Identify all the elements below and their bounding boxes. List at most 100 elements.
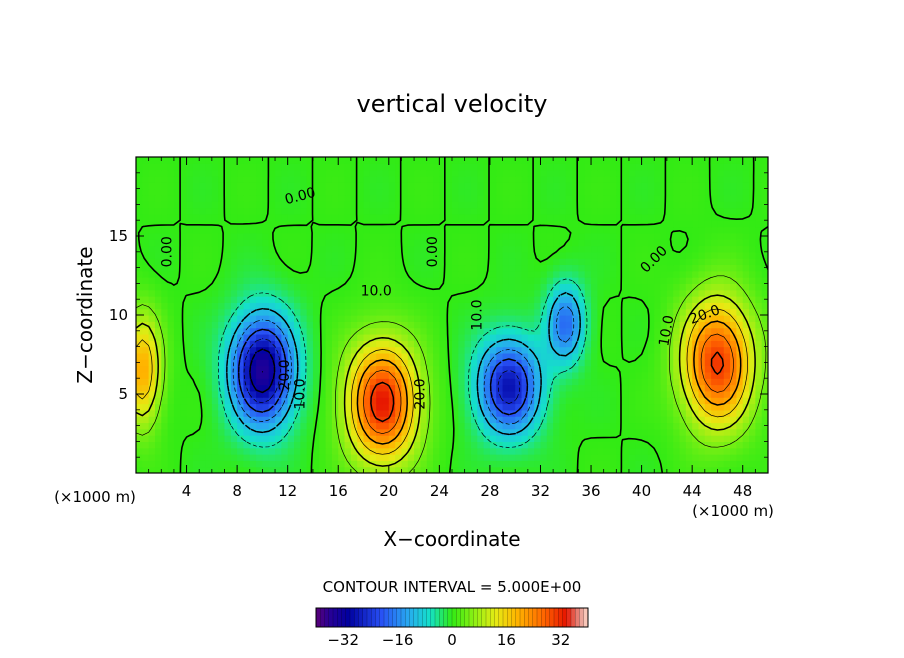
field-cell bbox=[148, 460, 156, 468]
field-cell bbox=[186, 390, 194, 398]
field-cell bbox=[641, 296, 649, 303]
field-cell bbox=[527, 454, 535, 461]
field-cell bbox=[325, 321, 333, 329]
field-cell bbox=[603, 201, 611, 209]
field-cell bbox=[344, 296, 352, 303]
field-cell bbox=[224, 422, 232, 430]
field-cell bbox=[755, 283, 763, 291]
field-cell bbox=[489, 403, 497, 411]
field-cell bbox=[262, 321, 270, 329]
field-cell bbox=[628, 378, 636, 386]
field-cell bbox=[610, 277, 617, 284]
field-cell bbox=[243, 251, 251, 259]
field-cell bbox=[186, 163, 194, 171]
field-cell bbox=[496, 378, 504, 386]
field-cell bbox=[268, 157, 276, 164]
field-cell bbox=[603, 403, 611, 411]
field-cell bbox=[464, 194, 472, 202]
field-cell bbox=[565, 207, 573, 215]
field-cell bbox=[306, 441, 314, 449]
field-cell bbox=[458, 466, 466, 473]
field-cell bbox=[426, 352, 434, 360]
field-cell bbox=[654, 188, 662, 196]
field-cell bbox=[363, 296, 371, 303]
field-cell bbox=[369, 175, 377, 183]
field-cell bbox=[230, 416, 238, 424]
field-cell bbox=[167, 460, 175, 468]
field-cell bbox=[211, 384, 219, 392]
field-cell bbox=[407, 194, 415, 202]
field-cell bbox=[641, 346, 649, 354]
field-cell bbox=[192, 435, 200, 442]
field-cell bbox=[628, 428, 636, 436]
field-cell bbox=[161, 283, 169, 291]
field-cell bbox=[502, 365, 510, 373]
field-cell bbox=[205, 340, 213, 348]
field-cell bbox=[610, 163, 617, 171]
field-cell bbox=[325, 416, 333, 424]
field-cell bbox=[578, 333, 586, 341]
field-cell bbox=[692, 428, 700, 436]
field-cell bbox=[433, 169, 440, 177]
field-cell bbox=[199, 207, 207, 215]
field-cell bbox=[300, 220, 308, 228]
field-cell bbox=[243, 409, 251, 417]
field-cell bbox=[439, 251, 447, 259]
field-cell bbox=[597, 435, 605, 442]
field-cell bbox=[603, 207, 611, 215]
field-cell bbox=[205, 460, 213, 468]
field-cell bbox=[173, 251, 181, 259]
field-cell bbox=[489, 194, 497, 202]
field-cell bbox=[426, 220, 434, 228]
field-cell bbox=[268, 194, 276, 202]
field-cell bbox=[237, 188, 245, 196]
field-cell bbox=[603, 232, 611, 240]
field-cell bbox=[281, 403, 289, 411]
field-cell bbox=[666, 365, 674, 373]
field-cell bbox=[433, 327, 440, 335]
field-cell bbox=[439, 289, 447, 297]
field-cell bbox=[527, 384, 535, 392]
field-cell bbox=[496, 258, 504, 266]
field-cell bbox=[211, 352, 219, 360]
field-cell bbox=[635, 315, 643, 322]
field-cell bbox=[591, 245, 598, 253]
field-cell bbox=[616, 163, 624, 171]
field-cell bbox=[382, 270, 390, 278]
field-cell bbox=[470, 403, 478, 411]
field-cell bbox=[628, 296, 636, 303]
field-cell bbox=[452, 466, 459, 473]
field-cell bbox=[433, 435, 440, 442]
field-cell bbox=[477, 302, 485, 310]
field-cell bbox=[420, 397, 428, 405]
field-cell bbox=[540, 289, 548, 297]
field-cell bbox=[154, 454, 162, 461]
field-cell bbox=[654, 422, 662, 430]
field-cell bbox=[452, 460, 459, 468]
field-cell bbox=[761, 340, 768, 348]
field-cell bbox=[211, 441, 219, 449]
field-cell bbox=[736, 378, 744, 386]
field-cell bbox=[704, 245, 712, 253]
field-cell bbox=[186, 365, 194, 373]
field-cell bbox=[610, 397, 617, 405]
field-cell bbox=[136, 409, 143, 417]
field-cell bbox=[761, 466, 768, 473]
field-cell bbox=[382, 315, 390, 322]
field-cell bbox=[136, 289, 143, 297]
field-cell bbox=[407, 333, 415, 341]
field-cell bbox=[559, 182, 567, 190]
field-cell bbox=[173, 315, 181, 322]
field-cell bbox=[597, 390, 605, 398]
field-cell bbox=[578, 365, 586, 373]
field-cell bbox=[553, 283, 561, 291]
field-cell bbox=[559, 194, 567, 202]
field-cell bbox=[186, 264, 194, 272]
field-cell bbox=[685, 359, 693, 367]
field-cell bbox=[319, 428, 327, 436]
field-cell bbox=[338, 169, 346, 177]
field-cell bbox=[603, 422, 611, 430]
field-cell bbox=[692, 466, 700, 473]
field-cell bbox=[717, 447, 725, 455]
field-cell bbox=[388, 264, 396, 272]
